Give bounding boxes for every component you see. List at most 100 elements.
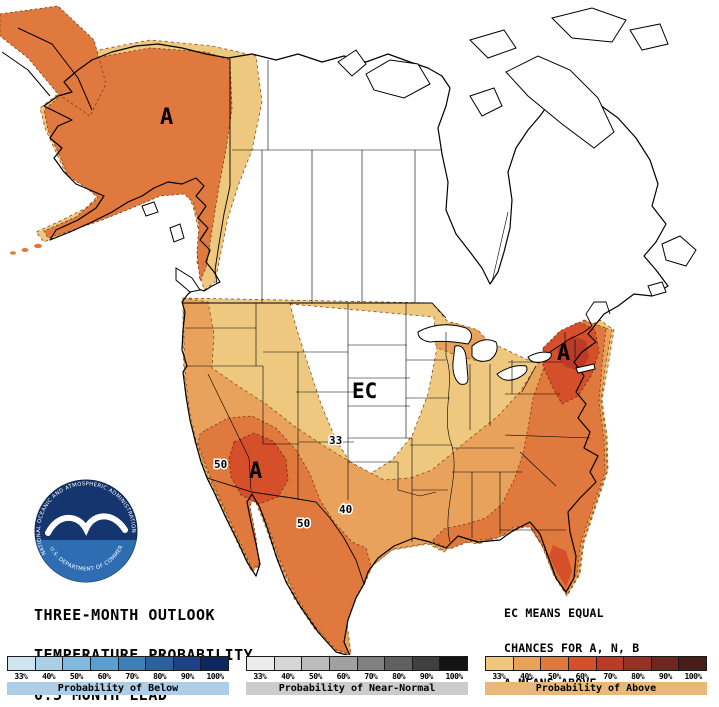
colorbar-cell [274, 657, 303, 670]
colorbar-tick-label: 100% [206, 672, 224, 681]
colorbar-tick-label: 60% [336, 672, 350, 681]
colorbar-tick-label: 70% [125, 672, 139, 681]
ellesmere-island [551, 7, 627, 43]
lake-michigan [452, 345, 469, 385]
north-america-coastline [43, 43, 669, 655]
arctic-island [629, 23, 669, 51]
colorbar-cell [440, 657, 467, 670]
colorbar-above-caption: Probability of Above [485, 682, 707, 695]
colorbar-cell [624, 657, 652, 670]
legend-line: CHANCES FOR A, N, B [504, 640, 640, 655]
probability-shading [0, 5, 615, 655]
colorbar-tick-label: 70% [603, 672, 617, 681]
legend-line: EC MEANS EQUAL [504, 606, 604, 621]
chukotka-coastline [1, 27, 93, 111]
colorbar-cell [568, 657, 597, 670]
colorbar-tick-label: 80% [392, 672, 406, 681]
contour-40-label: 40 [339, 503, 352, 516]
southwest-above-label: A [249, 459, 262, 484]
outlook-map: A A A EC 33 50 40 50 NATIONAL OCEANIC AN… [0, 5, 697, 655]
contour-33-label: 33 [329, 434, 342, 447]
colorbar-tick-label: 70% [364, 672, 378, 681]
colorbar-cell [146, 657, 174, 670]
colorbar-tick-label: 40% [520, 672, 534, 681]
colorbar-tick-label: 90% [658, 672, 672, 681]
colorbar-below-ticks: 33% 40% 50% 60% 70% 80% 90% 100% [7, 672, 229, 681]
southampton-island [469, 87, 503, 117]
colorbar-tick-label: 60% [97, 672, 111, 681]
colorbar-cell [302, 657, 330, 670]
colorbar-cell [486, 657, 514, 670]
colorbar-tick-label: 33% [14, 672, 28, 681]
vancouver-island [175, 267, 201, 293]
canada-province-borders [232, 60, 509, 303]
colorbar-cell [201, 657, 228, 670]
banks-island [337, 49, 367, 77]
colorbar-tick-label: 80% [631, 672, 645, 681]
aleutian-island [34, 243, 42, 249]
colorbar-below: 33% 40% 50% 60% 70% 80% 90% 100% Probability of… [7, 656, 229, 695]
alaska-above-label: A [160, 105, 173, 130]
great-lakes [417, 324, 552, 385]
lake-huron [471, 339, 498, 362]
colorbar-tick-label: 33% [253, 672, 267, 681]
colorbar-cell [596, 657, 625, 670]
noaa-logo-sea [35, 540, 137, 583]
contour-50-south-label: 50 [297, 517, 310, 530]
colorbar-near-normal-ticks: 33% 40% 50% 60% 70% 80% 90% 100% [246, 672, 468, 681]
region-above-50-bering [0, 5, 107, 117]
colorbar-cell [173, 657, 202, 670]
colorbar-cell [412, 657, 441, 670]
colorbar-below-caption: Probability of Below [7, 682, 229, 695]
aleutian-island [21, 248, 29, 252]
colorbar-cell [63, 657, 91, 670]
colorbar-tick-label: 60% [575, 672, 589, 681]
long-island [575, 363, 596, 374]
us-mexico-border [206, 477, 365, 585]
political-borders [183, 58, 611, 585]
colorbar-near-normal-cells [246, 656, 468, 671]
colorbar-cell [357, 657, 386, 670]
map-labels: A A A EC 33 50 40 50 [160, 105, 570, 532]
colorbar-below-cells [7, 656, 229, 671]
colorbar-above: 33% 40% 50% 60% 70% 80% 90% 100% Probability of… [485, 656, 707, 695]
colorbar-tick-label: 33% [492, 672, 506, 681]
noaa-gull-icon [45, 513, 128, 536]
east-above-label: A [557, 341, 570, 366]
baffin-island [505, 55, 615, 149]
colorbar-near-normal-caption: Probability of Near-Normal [246, 682, 468, 695]
colorbar-near-normal: 33% 40% 50% 60% 70% 80% 90% 100% Probability of… [246, 656, 468, 695]
colorbar-cell [541, 657, 569, 670]
coastlines [1, 27, 669, 655]
colorbar-tick-label: 40% [42, 672, 56, 681]
colorbar-tick-label: 50% [308, 672, 322, 681]
equal-chances-label: EC [352, 379, 377, 403]
victoria-island [365, 59, 431, 99]
title-line: THREE-MONTH OUTLOOK [34, 605, 216, 624]
region-above-70-eastcoast [558, 336, 589, 371]
colorbar-tick-label: 50% [547, 672, 561, 681]
colorbar-cell [90, 657, 119, 670]
colorbar-cell [247, 657, 275, 670]
colorbar-cell [8, 657, 36, 670]
colorbar-tick-label: 80% [153, 672, 167, 681]
kodiak-island [141, 201, 159, 217]
colorbar-cell [118, 657, 147, 670]
colorbar-cell [385, 657, 413, 670]
newfoundland [661, 235, 697, 267]
colorbar-cell [651, 657, 680, 670]
aleutian-island [10, 251, 16, 255]
alaska-canada-border [214, 58, 231, 285]
colorbar-tick-label: 100% [445, 672, 463, 681]
region-above-60-florida [549, 545, 572, 587]
islands [141, 7, 697, 374]
cape-breton-island [647, 281, 667, 297]
colorbar-tick-label: 40% [281, 672, 295, 681]
colorbar-above-cells [485, 656, 707, 671]
region-above-60-arizona [228, 432, 289, 505]
lake-superior [417, 324, 472, 345]
colorbar-cell [513, 657, 542, 670]
colorbar-cell [35, 657, 64, 670]
us-state-borders [185, 303, 591, 543]
